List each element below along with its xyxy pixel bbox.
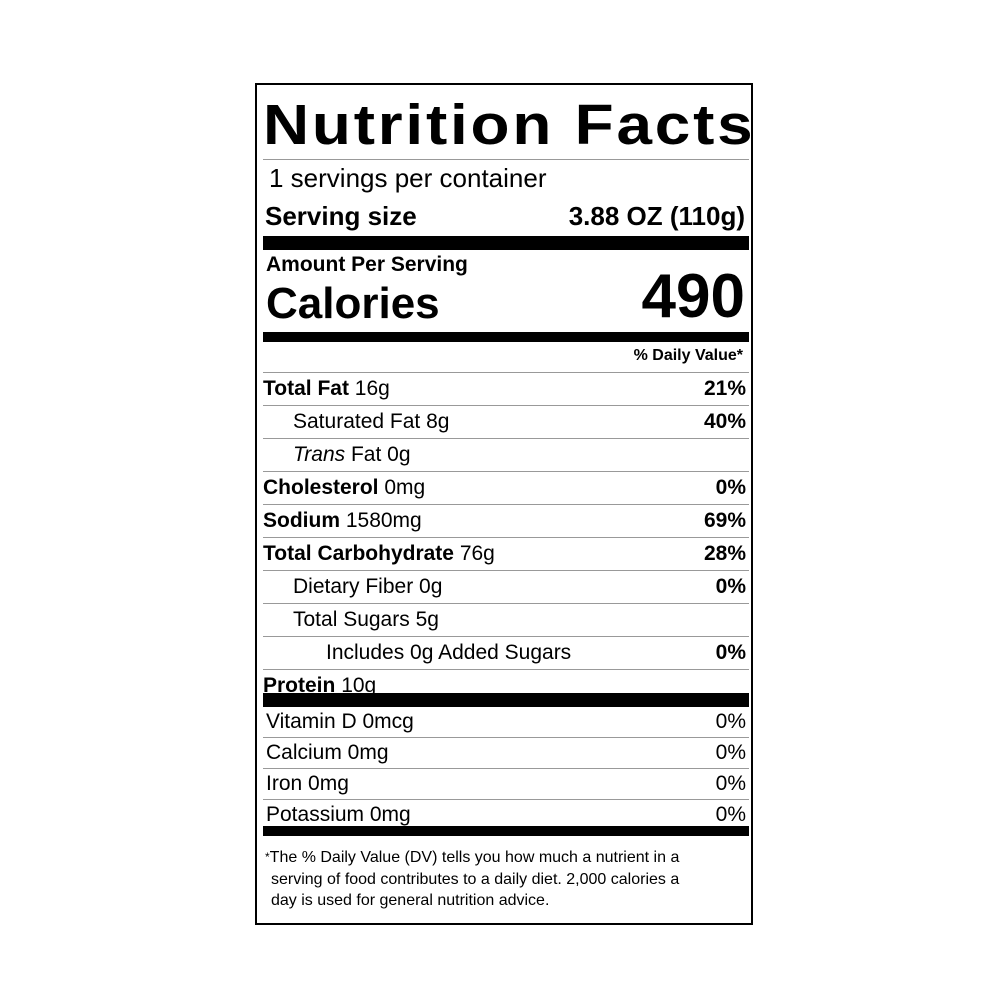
nutrient-name: Dietary Fiber 0g [293,575,442,599]
nutrient-daily-value: 21% [703,377,746,400]
footnote: *The % Daily Value (DV) tells you how mu… [263,847,749,912]
nutrient-row: Sodium 1580mg 69% [263,505,749,538]
vitamin-row: Iron 0mg 0% [263,769,749,800]
nutrient-label: Trans [293,443,346,466]
thick-divider [263,332,749,342]
nutrient-label: Dietary Fiber [293,575,414,598]
nutrient-label-suffix: Fat [350,443,382,466]
nutrient-list: Total Fat 16g 21% Saturated Fat 8g 40% Trans… [263,373,749,702]
daily-value-header: % Daily Value* [633,347,743,364]
nutrient-daily-value: 0% [715,575,746,598]
nutrient-label: Total Sugars [293,608,410,631]
nutrient-name: Includes 0g Added Sugars [326,641,571,665]
nutrient-row: Total Sugars 5g [263,604,749,637]
footnote-line: day is used for general nutrition advice… [271,892,550,909]
nutrient-amount: 76g [459,542,495,565]
vitamin-name: Iron 0mg [266,772,349,795]
serving-size-value: 3.88 OZ (110g) [568,201,745,231]
nutrient-name: Sodium 1580mg [263,509,422,533]
vitamin-name: Calcium 0mg [266,741,389,764]
footnote-line: serving of food contributes to a daily d… [271,870,680,888]
nutrient-daily-value: 0% [715,641,746,664]
label-title: Nutrition Facts [263,93,756,157]
vitamin-daily-value: 0% [715,741,746,764]
nutrient-row: Cholesterol 0mg 0% [263,472,749,505]
nutrient-label: Total Carbohydrate [263,542,454,565]
nutrient-name: Total Carbohydrate 76g [263,542,495,566]
nutrient-name: Total Fat 16g [263,377,390,401]
nutrient-name: Cholesterol 0mg [263,476,425,500]
nutrient-label: Protein [263,674,336,697]
nutrient-daily-value: 69% [703,509,746,532]
calories-label: Calories [266,279,440,328]
nutrient-amount: 0g [387,443,411,466]
nutrient-name: Trans Fat 0g [293,443,411,467]
nutrient-amount: 0mg [384,476,426,499]
nutrient-row: Total Carbohydrate 76g 28% [263,538,749,571]
nutrient-label: Includes 0g Added Sugars [326,641,572,664]
vitamin-name: Vitamin D 0mcg [266,710,414,733]
nutrient-name: Saturated Fat 8g [293,410,449,434]
nutrient-label: Saturated Fat [293,410,421,433]
nutrient-row: Trans Fat 0g [263,439,749,472]
nutrient-amount: 0g [419,575,443,598]
nutrient-name: Protein 10g [263,674,376,698]
nutrient-amount: 1580mg [345,509,422,532]
vitamin-row: Vitamin D 0mcg 0% [263,707,749,738]
divider [263,159,749,160]
thick-divider [263,826,749,836]
nutrient-row: Total Fat 16g 21% [263,373,749,406]
nutrient-amount: 10g [341,674,377,697]
nutrient-amount: 16g [354,377,390,400]
thick-divider [263,236,749,250]
nutrient-label: Sodium [263,509,340,532]
divider [263,372,749,373]
vitamin-daily-value: 0% [715,803,746,826]
calories-value: 490 [641,262,745,331]
nutrient-label: Cholesterol [263,476,379,499]
nutrient-daily-value: 40% [703,410,746,433]
calories-row: Calories 490 [263,265,749,329]
serving-size-row: Serving size 3.88 OZ (110g) [263,201,749,232]
vitamin-row: Calcium 0mg 0% [263,738,749,769]
footnote-line: The % Daily Value (DV) tells you how muc… [269,849,680,866]
nutrient-row: Protein 10g [263,670,749,702]
nutrient-row: Saturated Fat 8g 40% [263,406,749,439]
nutrient-daily-value: 28% [703,542,746,565]
servings-per-container: 1 servings per container [269,163,547,193]
amount-per-serving: Amount Per Serving [266,253,468,276]
thick-divider [263,693,749,707]
nutrition-facts-label: Nutrition Facts 1 servings per container… [255,83,753,925]
vitamin-row: Potassium 0mg 0% [263,800,749,830]
nutrient-daily-value: 0% [715,476,746,499]
nutrient-amount: 8g [426,410,450,433]
footnote-star: * [265,850,270,864]
nutrient-amount: 5g [415,608,439,631]
nutrient-row: Includes 0g Added Sugars 0% [263,637,749,670]
vitamin-daily-value: 0% [715,710,746,733]
vitamin-daily-value: 0% [715,772,746,795]
vitamin-name: Potassium 0mg [266,803,411,826]
nutrient-label: Total Fat [263,377,349,400]
nutrient-row: Dietary Fiber 0g 0% [263,571,749,604]
nutrient-name: Total Sugars 5g [293,608,439,632]
serving-size-label: Serving size [265,201,417,231]
vitamin-list: Vitamin D 0mcg 0% Calcium 0mg 0% Iron 0mg 0% P… [263,707,749,830]
